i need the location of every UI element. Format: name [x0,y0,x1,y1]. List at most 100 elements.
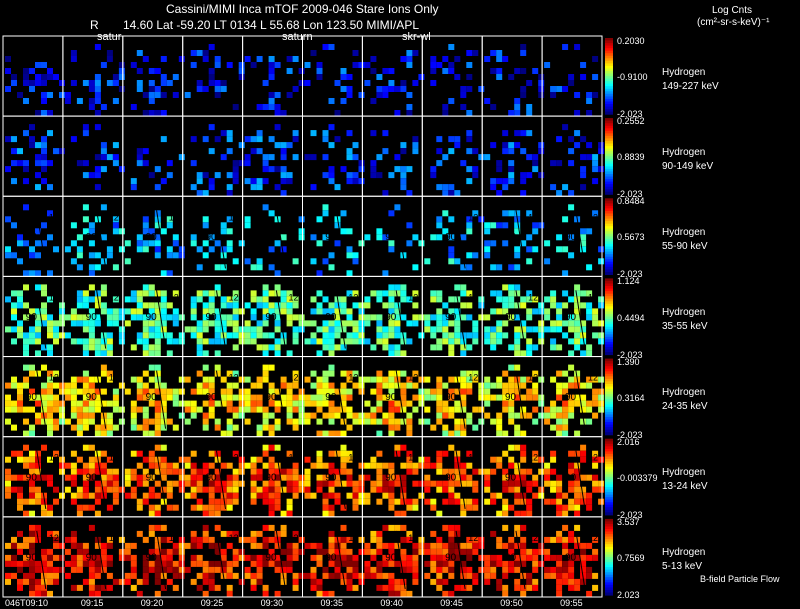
heatmap-cell [70,338,77,345]
heatmap-cell [35,400,41,407]
heatmap-cell [304,492,311,499]
heatmap-cell [106,56,113,62]
heatmap-cell [412,394,419,401]
heatmap-cell [424,406,431,413]
heatmap-cell [142,536,149,543]
colorbar-step [605,146,613,150]
heatmap-cell [394,424,401,431]
colorbar-step [605,504,613,508]
heatmap-cell [532,326,539,333]
heatmap-cell [274,184,281,191]
b-field-line [515,530,526,590]
heatmap-cell [430,62,437,68]
colorbar-step [605,564,613,568]
heatmap-cell [508,548,515,555]
heatmap-cell [412,572,419,579]
heatmap-cell [574,554,581,561]
heatmap-cell [406,296,413,303]
colorbar-step [605,301,613,305]
heatmap-cell [454,498,461,505]
heatmap-cell [100,290,107,297]
heatmap-cell [142,290,149,297]
heatmap-cell [328,486,335,493]
heatmap-cell [334,388,341,395]
heatmap-cell [316,542,323,549]
colorbar-mid-label: 0.7569 [617,552,645,563]
heatmap-cell [286,382,293,389]
heatmap-cell [196,178,203,185]
heatmap-cell [502,406,509,413]
heatmap-cell [538,560,545,567]
heatmap-cell [148,92,155,98]
heatmap-cell [17,320,23,327]
heatmap-cell [406,450,413,457]
heatmap-cell [304,456,311,463]
heatmap-cell [298,68,305,74]
heatmap-cell [274,530,281,537]
heatmap-cell [358,536,365,543]
heatmap-cell [112,222,119,229]
heatmap-cell [556,320,563,327]
heatmap-cell [130,468,137,475]
heatmap-cell [430,504,437,511]
heatmap-cell [388,492,395,499]
heatmap-cell [310,382,317,389]
heatmap-cell [352,62,359,68]
colorbar-step [605,554,613,558]
heatmap-cell [340,480,347,487]
heatmap-cell [550,572,557,579]
heatmap-cell [520,44,527,50]
heatmap-cell [64,382,71,389]
heatmap-cell [184,376,191,383]
heatmap-cell [262,412,269,419]
heatmap-cell [142,572,149,579]
heatmap-cell [556,424,563,431]
heatmap-cell [328,480,335,487]
colorbar-step [605,409,613,413]
heatmap-cell [232,290,239,297]
heatmap-cell [592,388,599,395]
heatmap-cell [556,412,563,419]
heatmap-cell [226,216,233,223]
heatmap-cell [82,480,89,487]
colorbar-step [605,269,613,273]
heatmap-cell [376,548,383,555]
heatmap-cell [59,382,65,389]
heatmap-cell [154,412,161,419]
heatmap-cell [424,258,431,265]
heatmap-cell [574,542,581,549]
heatmap-cell [460,314,467,321]
heatmap-cell [376,370,383,377]
heatmap-cell [280,486,287,493]
heatmap-cell [574,284,581,291]
heatmap-cell [238,554,245,561]
heatmap-cell [490,264,497,271]
heatmap-cell [340,554,347,561]
heatmap-cell [208,376,215,383]
panel-label-90: 90 [86,472,98,483]
heatmap-cell [76,302,83,309]
heatmap-cell [94,92,101,98]
heatmap-cell [76,338,83,345]
heatmap-cell [154,590,161,597]
heatmap-cell [556,344,563,351]
heatmap-cell [304,418,311,425]
heatmap-cell [328,400,335,407]
heatmap-cell [82,130,89,137]
heatmap-cell [94,98,101,104]
species-label: Hydrogen [662,226,706,238]
heatmap-cell [346,338,353,345]
heatmap-cell [442,56,449,62]
heatmap-cell [472,166,479,173]
heatmap-cell [202,308,209,315]
heatmap-cell [292,530,299,537]
heatmap-cell [88,388,95,395]
heatmap-cell [424,486,431,493]
heatmap-cell [94,468,101,475]
heatmap-cell [514,68,521,74]
heatmap-cell [47,314,53,321]
heatmap-cell [148,462,155,469]
heatmap-cell [142,56,149,62]
heatmap-cell [508,504,515,511]
heatmap-cell [112,160,119,167]
